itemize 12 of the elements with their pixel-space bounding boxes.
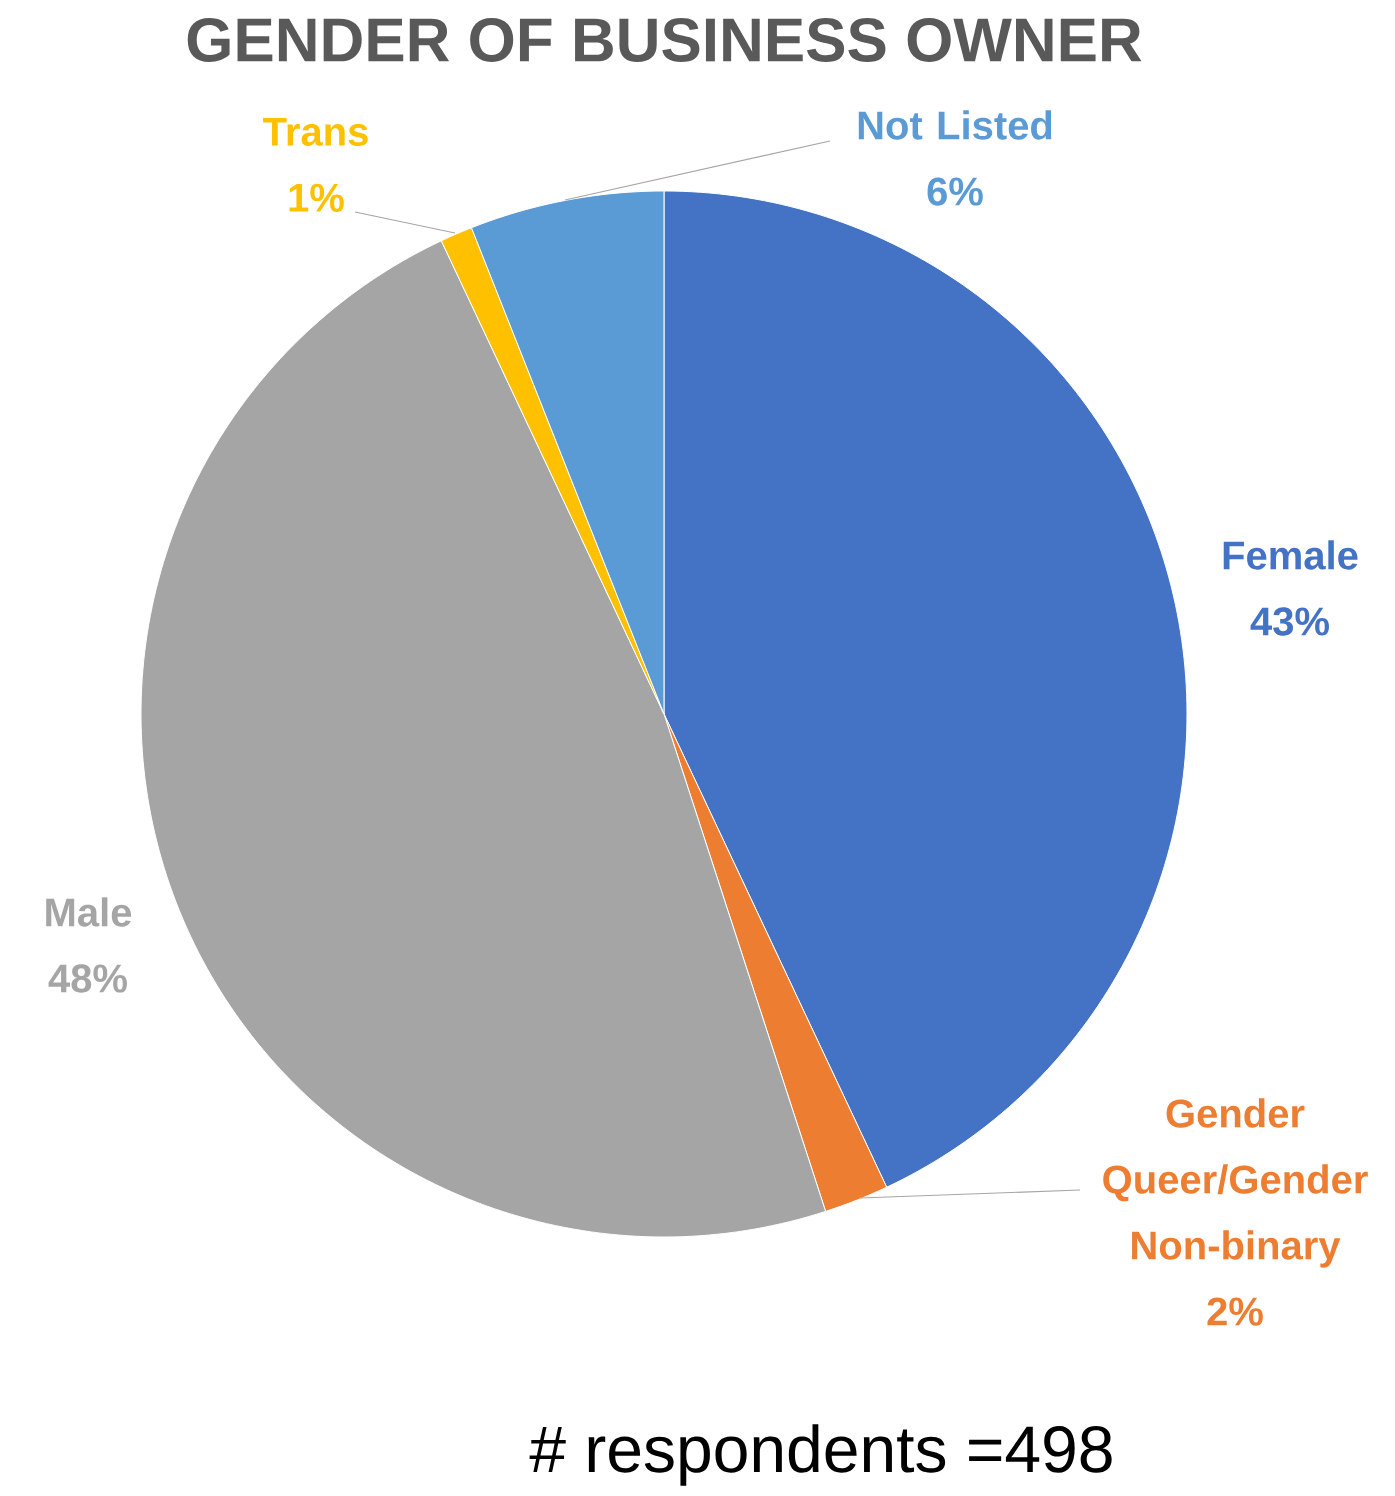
slice-label: Male [46,897,132,927]
text: # respondents =498 [529,1424,1112,1486]
slice-label: Female [1223,540,1358,570]
slice-label: Not Listed [858,110,1052,140]
slice-label: Gender Queer/Gender Non-binary [1103,1098,1368,1268]
data-label: 1% [289,183,344,212]
data-label: 43% [1250,607,1329,636]
data-label: 6% [927,177,983,206]
slice-label: Trans [263,118,368,146]
chart-title: GENDER OF BUSINESS OWNER [187,18,1142,62]
data-label: 48% [48,964,127,993]
data-label: 2% [1207,1297,1263,1326]
